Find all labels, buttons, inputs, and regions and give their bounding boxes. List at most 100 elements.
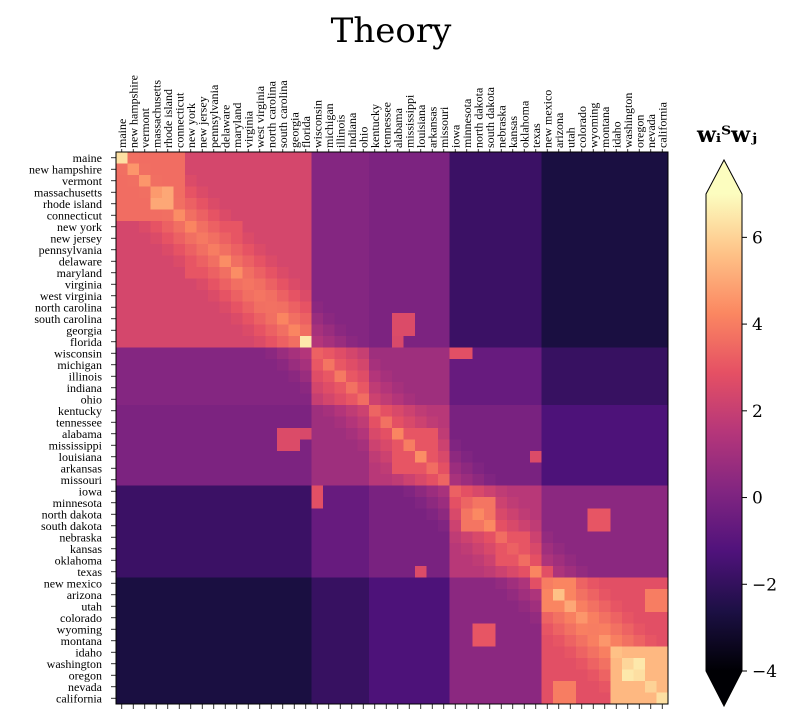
heatmap-cell: [507, 554, 519, 567]
heatmap-cell: [311, 623, 324, 636]
heatmap-cell: [564, 439, 577, 452]
heatmap-cell: [150, 267, 163, 279]
y-tick-label: new york: [57, 220, 102, 234]
heatmap-cell: [461, 658, 473, 670]
heatmap-cell: [438, 359, 450, 371]
heatmap-cell: [323, 554, 335, 567]
x-tick-label: ohio: [356, 127, 370, 148]
heatmap-cell: [288, 439, 301, 452]
heatmap-cell: [392, 382, 404, 394]
heatmap-cell: [564, 566, 577, 578]
heatmap-cell: [150, 635, 163, 647]
heatmap-cell: [656, 589, 669, 601]
y-tick-label: colorado: [60, 611, 102, 625]
heatmap-cell: [323, 577, 335, 590]
heatmap-cell: [219, 347, 232, 360]
heatmap-cell: [231, 554, 243, 567]
heatmap-cell: [507, 336, 519, 348]
heatmap-cell: [323, 485, 335, 498]
heatmap-cell: [610, 485, 623, 498]
heatmap-cell: [495, 405, 508, 417]
heatmap-cell: [587, 589, 600, 601]
heatmap-cell: [173, 163, 186, 176]
x-tick-label: illinois: [333, 114, 347, 148]
heatmap-cell: [300, 267, 312, 279]
heatmap-cell: [323, 382, 335, 394]
heatmap-cell: [564, 221, 577, 233]
heatmap-cell: [576, 646, 588, 659]
heatmap-cell: [265, 635, 278, 647]
heatmap-cell: [587, 175, 600, 187]
heatmap-cell: [553, 635, 565, 647]
heatmap-cell: [415, 692, 427, 705]
heatmap-cell: [415, 416, 427, 429]
heatmap-cell: [323, 508, 335, 521]
heatmap-cell: [541, 485, 554, 498]
heatmap-cell: [622, 301, 634, 314]
y-tick-label: north carolina: [35, 300, 103, 314]
heatmap-cell: [185, 497, 197, 509]
heatmap-cell: [127, 152, 140, 164]
heatmap-cell: [633, 543, 646, 555]
heatmap-cell: [346, 566, 358, 578]
heatmap-cell: [127, 566, 140, 578]
heatmap-cell: [530, 382, 542, 394]
x-tick-label: new jersey: [195, 96, 209, 148]
heatmap-cell: [461, 186, 473, 199]
heatmap-cell: [587, 313, 600, 325]
heatmap-cell: [656, 566, 669, 578]
heatmap-cell: [150, 658, 163, 670]
heatmap-cell: [415, 186, 427, 199]
heatmap-cell: [173, 520, 186, 532]
heatmap-cell: [461, 692, 473, 705]
heatmap-cell: [173, 439, 186, 452]
heatmap-cell: [403, 692, 416, 705]
heatmap-cell: [576, 347, 588, 360]
heatmap-cell: [564, 692, 577, 705]
heatmap-cell: [116, 370, 128, 383]
x-tick-label: oregon: [632, 115, 646, 148]
heatmap-cell: [599, 301, 611, 314]
heatmap-cell: [254, 244, 266, 256]
heatmap-cell: [438, 244, 450, 256]
heatmap-cell: [599, 520, 611, 532]
heatmap-cell: [484, 474, 496, 486]
heatmap-cell: [369, 428, 381, 440]
heatmap-cell: [254, 669, 266, 682]
heatmap-cell: [173, 462, 186, 475]
heatmap-cell: [254, 692, 266, 705]
heatmap-cell: [323, 393, 335, 406]
heatmap-cell: [311, 531, 324, 544]
heatmap-cell: [645, 209, 657, 222]
heatmap-cell: [300, 221, 312, 233]
heatmap-cell: [300, 175, 312, 187]
heatmap-cell: [162, 370, 174, 383]
heatmap-cell: [553, 451, 565, 463]
heatmap-cell: [656, 198, 669, 210]
heatmap-cell: [392, 669, 404, 682]
heatmap-cell: [116, 508, 128, 521]
heatmap-cell: [507, 520, 519, 532]
heatmap-cell: [564, 359, 577, 371]
heatmap-cell: [196, 566, 209, 578]
heatmap-cell: [415, 520, 427, 532]
heatmap-cell: [403, 520, 416, 532]
heatmap-cell: [656, 520, 669, 532]
heatmap-cell: [403, 462, 416, 475]
heatmap-cell: [242, 554, 255, 567]
heatmap-cell: [610, 186, 623, 199]
heatmap-cell: [564, 416, 577, 429]
heatmap-cell: [357, 359, 370, 371]
heatmap-cell: [334, 359, 347, 371]
heatmap-cell: [162, 267, 174, 279]
heatmap-cell: [415, 508, 427, 521]
heatmap-cell: [553, 623, 565, 636]
heatmap-cell: [403, 612, 416, 624]
heatmap-cell: [265, 244, 278, 256]
heatmap-cell: [530, 267, 542, 279]
heatmap-cell: [438, 267, 450, 279]
heatmap-cell: [380, 267, 393, 279]
heatmap-cell: [380, 324, 393, 337]
heatmap-cell: [150, 508, 163, 521]
heatmap-cell: [530, 359, 542, 371]
